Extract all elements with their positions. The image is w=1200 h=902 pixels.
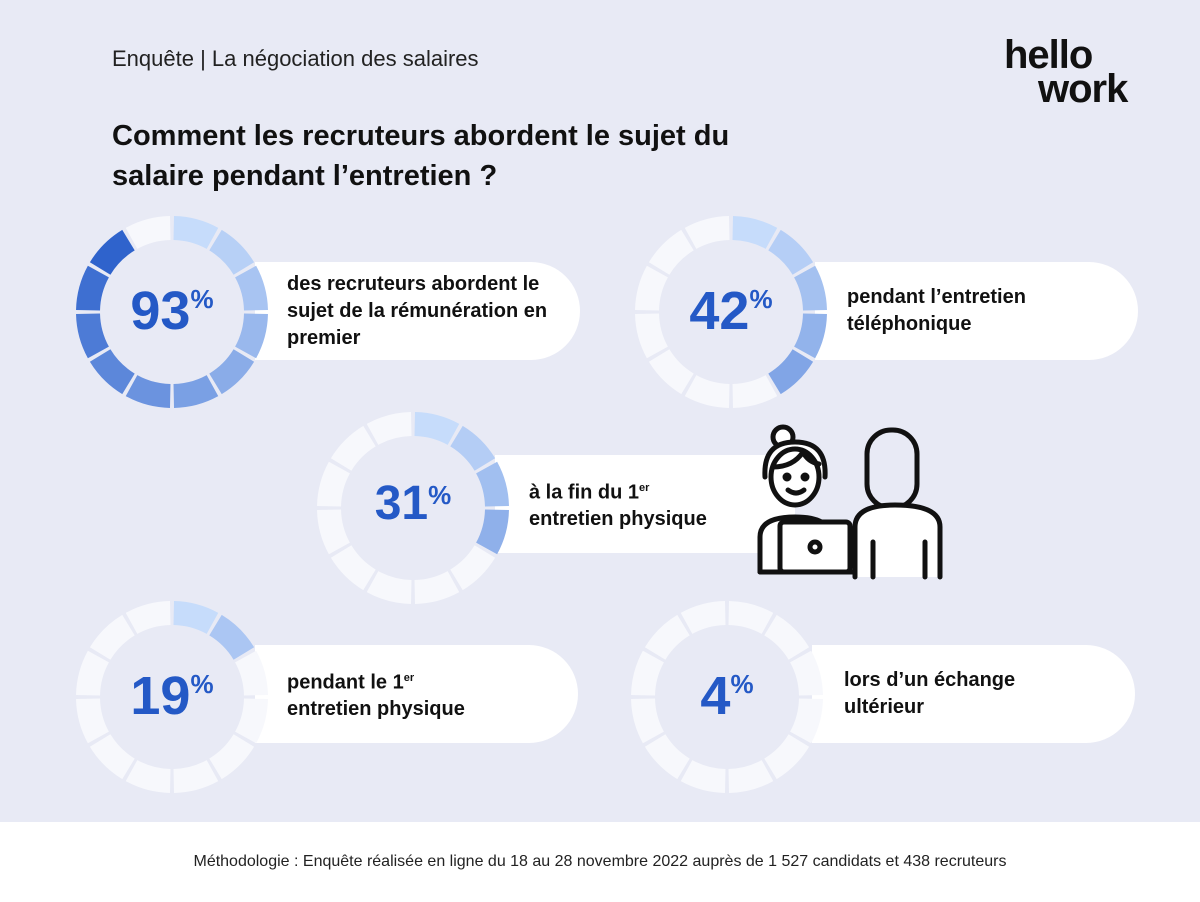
donut-segment-empty: [317, 461, 350, 507]
donut-31: [317, 412, 509, 604]
hellowork-logo: hello work: [1004, 33, 1128, 111]
donut-93: [76, 216, 268, 408]
donut-segment-empty: [728, 760, 774, 793]
methodology-text: Méthodologie : Enquête réalisée en ligne…: [193, 853, 1007, 870]
donut-segment-filled: [794, 313, 827, 359]
stat-pill-3: à la fin du 1er entretien physique: [495, 455, 795, 553]
stat-text: pendant le 1er entretien physique: [287, 671, 465, 721]
donut-segment-empty: [635, 265, 668, 311]
donut-segment-filled: [414, 412, 460, 445]
donut-segment-filled: [794, 265, 827, 311]
donut-segment-filled: [235, 265, 268, 311]
donut-segment-empty: [790, 698, 823, 744]
donut-segment-filled: [768, 229, 814, 275]
donut-segment-filled: [235, 313, 268, 359]
donut-19: [76, 601, 268, 793]
donut-segment-filled: [76, 265, 109, 311]
percent-31: 31%: [374, 477, 452, 530]
donut-segment-empty: [317, 509, 350, 555]
donut-segment-empty: [125, 601, 171, 634]
donut-segment-filled: [768, 349, 814, 395]
donut-4: [631, 601, 823, 793]
stat-text: pendant l’entretien téléphonique: [847, 286, 1026, 335]
donut-segment-filled: [732, 216, 778, 249]
donut-segment-empty: [728, 601, 774, 634]
donut-segment-empty: [680, 760, 726, 793]
donut-segment-filled: [89, 229, 135, 275]
stat-pill-2: pendant l’entretien téléphonique: [815, 262, 1138, 360]
percent-42: 42%: [689, 281, 773, 341]
donut-segment-empty: [366, 571, 412, 604]
methodology-footer: Méthodologie : Enquête réalisée en ligne…: [0, 822, 1200, 902]
donut-segment-empty: [89, 614, 135, 660]
donut-segment-empty: [644, 614, 690, 660]
donut-segment-empty: [680, 601, 726, 634]
donut-segment-filled: [209, 614, 255, 660]
donut-segment-empty: [125, 760, 171, 793]
stat-text: lors d’un échange ultérieur: [844, 669, 1016, 718]
donut-segment-empty: [684, 216, 730, 249]
percent-19: 19%: [130, 666, 214, 726]
donut-segment-empty: [76, 650, 109, 696]
donut-segment-filled: [209, 349, 255, 395]
donut-42: [635, 216, 827, 408]
donut-segment-empty: [684, 375, 730, 408]
stat-pill-5: lors d’un échange ultérieur: [812, 645, 1135, 743]
donut-segment-empty: [635, 313, 668, 359]
donut-segment-filled: [125, 375, 171, 408]
percent-93: 93%: [130, 281, 214, 341]
donut-segment-empty: [330, 425, 376, 471]
donut-segment-empty: [235, 650, 268, 696]
donut-segment-empty: [414, 571, 460, 604]
donut-segment-filled: [450, 425, 496, 471]
donut-segment-empty: [631, 698, 664, 744]
donut-segment-filled: [209, 229, 255, 275]
survey-kicker: Enquête | La négociation des salaires: [112, 46, 479, 71]
donut-segment-filled: [173, 601, 219, 634]
stat-pill-4: pendant le 1er entretien physique: [255, 645, 578, 743]
donut-segment-filled: [173, 216, 219, 249]
donut-segment-empty: [644, 734, 690, 780]
donut-segment-empty: [209, 734, 255, 780]
donut-segment-empty: [76, 698, 109, 744]
donut-segment-empty: [790, 650, 823, 696]
percent-4: 4%: [700, 666, 754, 726]
donut-segment-empty: [125, 216, 171, 249]
donut-segment-empty: [631, 650, 664, 696]
donut-segment-empty: [764, 734, 810, 780]
donut-segment-filled: [173, 375, 219, 408]
donut-segment-empty: [450, 545, 496, 591]
donut-segment-empty: [648, 229, 694, 275]
donut-segment-empty: [235, 698, 268, 744]
donut-segment-empty: [330, 545, 376, 591]
donut-segment-empty: [648, 349, 694, 395]
stat-text: des recruteurs abordent le sujet de la r…: [287, 272, 548, 349]
donut-segment-filled: [76, 313, 109, 359]
donut-segment-filled: [89, 349, 135, 395]
donut-segment-empty: [173, 760, 219, 793]
donut-segment-filled: [476, 461, 509, 507]
donut-segment-empty: [366, 412, 412, 445]
donut-segment-empty: [89, 734, 135, 780]
stat-text: à la fin du 1er entretien physique: [529, 481, 707, 531]
interview-illustration: [757, 424, 943, 580]
page-title: Comment les recruteurs abordent le sujet…: [112, 120, 730, 192]
donut-segment-empty: [764, 614, 810, 660]
donut-segment-empty: [732, 375, 778, 408]
stat-pill-1: des recruteurs abordent le sujet de la r…: [255, 262, 580, 360]
donut-segment-filled: [476, 509, 509, 555]
